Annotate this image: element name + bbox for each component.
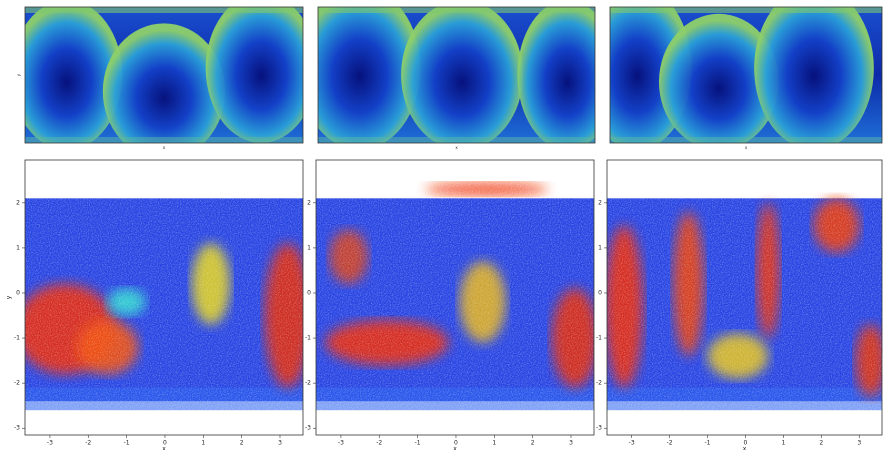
edge-band	[318, 137, 595, 143]
x-tick-label: -1	[124, 440, 130, 447]
y-tick-label: 1	[307, 244, 311, 251]
x-axis-label: x	[453, 446, 457, 450]
x-tick-label: 1	[492, 440, 496, 447]
x-tick-label: 2	[531, 440, 535, 447]
plot-area	[11, 0, 317, 159]
y-tick-label: -3	[596, 425, 602, 432]
y-tick-label: -2	[596, 380, 602, 387]
x-axis-label: x	[743, 446, 747, 450]
x-tick-label: -3	[629, 440, 635, 447]
edge-band	[610, 7, 882, 13]
x-tick-label: 3	[857, 440, 861, 447]
y-tick-label: 1	[598, 244, 602, 251]
y-tick-label: 1	[16, 244, 20, 251]
x-axis-label: x	[455, 145, 458, 150]
y-tick-label: -3	[305, 425, 311, 432]
x-axis-label: x	[745, 145, 748, 150]
x-tick-label: 3	[278, 440, 282, 447]
y-tick-label: 2	[16, 199, 20, 206]
x-tick-label: 2	[240, 440, 244, 447]
y-tick-label: -2	[305, 380, 311, 387]
plot-area	[299, 0, 618, 150]
y-tick-label: -2	[14, 380, 20, 387]
x-tick-label: 1	[201, 440, 205, 447]
x-tick-label: 1	[781, 440, 785, 447]
edge-band	[610, 137, 882, 143]
x-tick-label: -1	[705, 440, 711, 447]
edge-band	[25, 137, 303, 143]
edge-band	[25, 7, 303, 13]
x-tick-label: -2	[376, 440, 382, 447]
vortex	[206, 0, 317, 143]
x-axis-label: x	[163, 145, 166, 150]
y-tick-label: -1	[14, 335, 20, 342]
x-tick-label: -3	[47, 440, 53, 447]
y-tick-label: -1	[305, 335, 311, 342]
edge-band	[318, 7, 595, 13]
figure: x y x x -3 -2 -1 0 1 2 3 -3 -2 -1 0 1 2 x y -3 -2 -1 0 1 2 3 -3 -2 -…	[0, 0, 883, 450]
plot-area	[605, 189, 883, 410]
speckle	[607, 189, 883, 410]
vortex	[517, 0, 617, 150]
y-tick-label: 0	[16, 289, 20, 296]
x-tick-label: -2	[85, 440, 91, 447]
y-tick-label: 0	[307, 289, 311, 296]
y-axis-label: y	[6, 295, 13, 299]
x-tick-label: -1	[415, 440, 421, 447]
x-tick-label: 3	[569, 440, 573, 447]
y-axis-label: y	[16, 73, 21, 76]
y-tick-label: -1	[596, 335, 602, 342]
vortex	[401, 0, 523, 150]
plot-area	[583, 0, 882, 150]
y-tick-label: 0	[598, 289, 602, 296]
x-tick-label: -3	[338, 440, 344, 447]
y-tick-label: -3	[14, 425, 20, 432]
y-tick-label: 2	[307, 199, 311, 206]
x-tick-label: 2	[819, 440, 823, 447]
x-axis-label: x	[162, 446, 166, 450]
x-tick-label: -2	[667, 440, 673, 447]
y-tick-label: 2	[598, 199, 602, 206]
